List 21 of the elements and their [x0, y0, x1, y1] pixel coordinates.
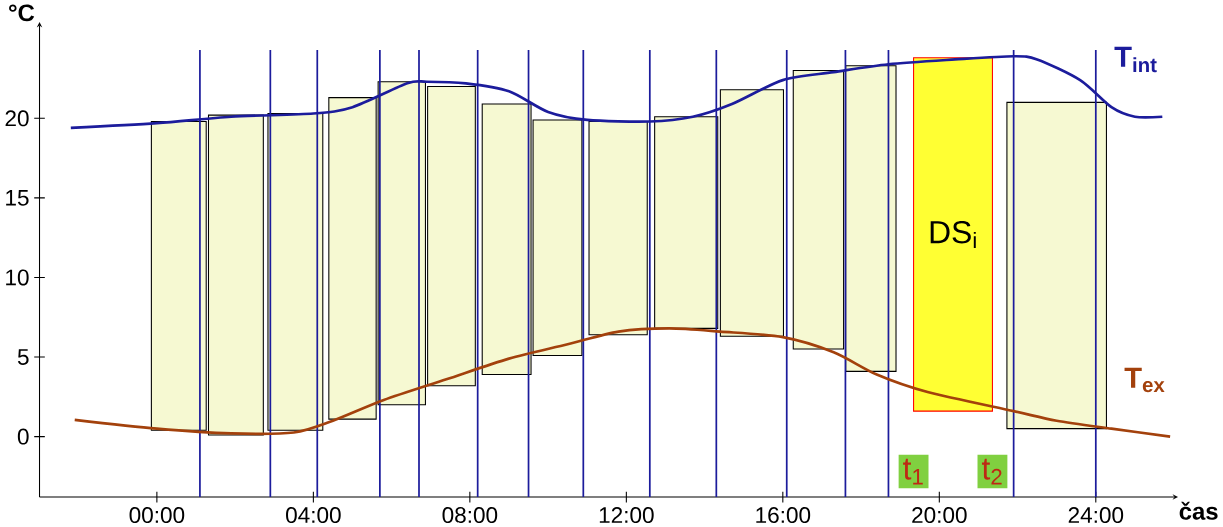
x-tick-label: 04:00 [286, 506, 341, 523]
x-tick-label: 16:00 [756, 506, 811, 523]
x-tick-label: 24:00 [1068, 506, 1124, 523]
series-label: T$_{int}$ [1114, 46, 1157, 73]
y-tick-label: 10 [6, 269, 29, 286]
x-axis-title: čas [1179, 501, 1218, 520]
series-label: T$_{ex}$ [1124, 367, 1165, 392]
x-tick-label: 20:00 [912, 506, 967, 523]
annotation: t$_{1}$ [903, 458, 923, 485]
y-tick-label: 5 [17, 348, 29, 365]
annotation: t$_{2}$ [981, 458, 1002, 485]
x-tick-label: 00:00 [129, 506, 185, 523]
y-tick-label: 20 [5, 110, 29, 127]
annotation: DS$_{i}$ [930, 220, 976, 248]
y-tick-label: 0 [17, 428, 29, 445]
x-tick-label: 12:00 [599, 506, 654, 523]
y-axis-title: °C [9, 4, 35, 22]
x-tick-label: 08:00 [442, 506, 498, 523]
bar [267, 112, 324, 431]
line-series [73, 326, 1172, 438]
y-tick-label: 15 [6, 189, 29, 206]
